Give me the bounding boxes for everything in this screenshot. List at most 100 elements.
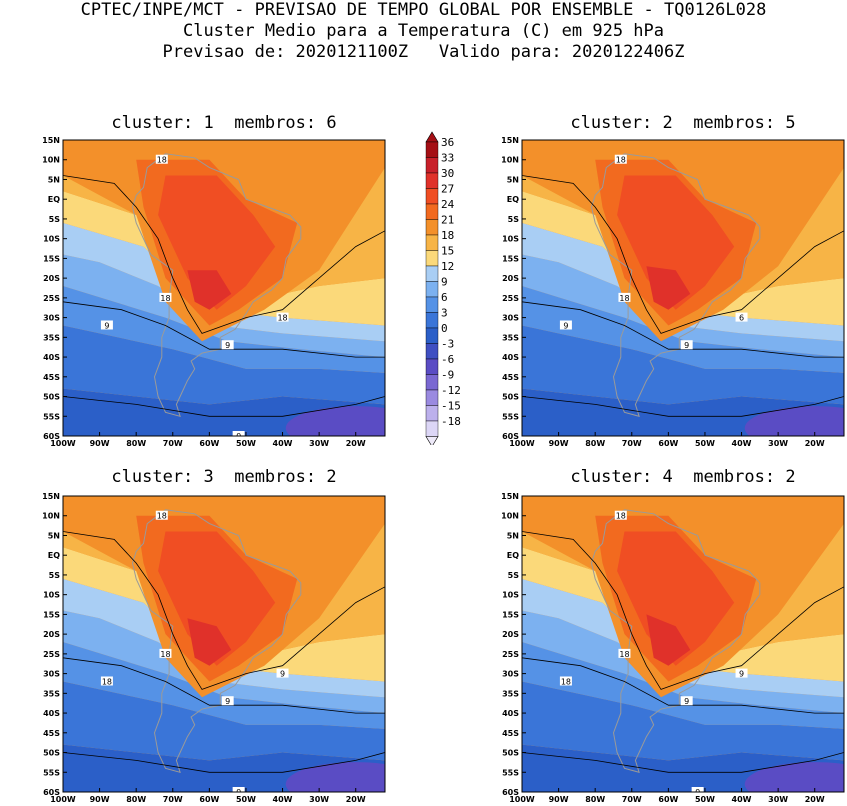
lat-tick-label: 20S [502, 274, 519, 283]
contour-label: 9 [280, 670, 285, 679]
lat-tick-label: 25S [43, 294, 60, 303]
contour-line [522, 301, 844, 358]
map-frame [62, 495, 386, 793]
colorbar-swatch [425, 312, 439, 329]
colorbar-swatch [425, 374, 439, 391]
contour-label: 9 [739, 670, 744, 679]
map-panel-3: 18 18 18 9 9 0 15N 10N 5N EQ 5S 10S 15S 20S 25S 30S 35S 4… [42, 492, 386, 804]
lon-tick-label: 60W [199, 795, 219, 804]
temperature-band [522, 578, 844, 698]
temperature-band [522, 547, 844, 682]
lat-tick-label: 50S [43, 393, 60, 402]
lat-tick-label: 15S [43, 610, 60, 619]
lon-tick-label: 50W [695, 795, 715, 804]
lon-tick-label: 50W [236, 439, 256, 448]
map-frame [62, 139, 386, 437]
lat-tick-label: 15N [501, 492, 519, 501]
temperature-band [63, 222, 385, 342]
lon-tick-label: 100W [509, 439, 535, 448]
temperature-band [522, 222, 844, 342]
colorbar-swatch [425, 219, 439, 236]
lat-tick-label: 5S [508, 215, 520, 224]
temperature-band [63, 254, 385, 358]
temperature-band [63, 547, 385, 682]
lat-tick-label: 30S [502, 670, 519, 679]
colorbar-level-label: -18 [441, 415, 461, 428]
temperature-band [646, 266, 691, 310]
lat-tick-label: 35S [502, 333, 519, 342]
temperature-band [63, 191, 385, 326]
lat-tick-label: 40S [43, 709, 60, 718]
lat-tick-label: 45S [43, 373, 60, 382]
lat-tick-label: 60S [43, 788, 60, 797]
colorbar-swatch [425, 420, 439, 437]
lon-tick-label: 30W [309, 439, 329, 448]
contour-label: 9 [684, 697, 689, 706]
colorbar-swatch [425, 141, 439, 158]
lat-tick-label: 30S [43, 314, 60, 323]
contour-label-box [221, 340, 234, 350]
contour-label-box [276, 312, 289, 322]
lon-tick-label: 90W [90, 795, 110, 804]
panel-2-title: cluster: 2 membros: 5 [570, 113, 796, 133]
colorbar-level-label: -3 [441, 338, 454, 351]
lat-tick-label: 50S [502, 393, 519, 402]
lat-tick-label: 35S [43, 689, 60, 698]
contour-label: 18 [160, 650, 170, 659]
colorbar-level-label: 36 [441, 136, 454, 149]
colorbar-swatch [425, 250, 439, 267]
temperature-field: 18 18 9 9 6 [522, 140, 844, 436]
colorbar-level-label: 24 [441, 198, 455, 211]
lon-tick-label: 20W [805, 795, 825, 804]
contour-label-box [155, 154, 168, 164]
contour-label: 9 [104, 321, 109, 330]
lat-tick-label: 15S [502, 610, 519, 619]
lon-tick-label: 90W [549, 795, 569, 804]
lat-tick-label: 25S [43, 650, 60, 659]
contour-label-box [680, 340, 693, 350]
lat-tick-label: 40S [502, 353, 519, 362]
lon-tick-label: 80W [585, 795, 605, 804]
lon-tick-label: 90W [90, 439, 110, 448]
temperature-band [617, 531, 735, 666]
contour-line [63, 657, 385, 714]
colorbar-swatch [425, 281, 439, 298]
contour-line [522, 396, 844, 417]
lat-tick-label: 20S [43, 630, 60, 639]
contour-label: 18 [616, 156, 626, 165]
temperature-band [522, 191, 844, 326]
contour-label-box [618, 292, 631, 302]
contour-label: 9 [684, 341, 689, 350]
colorbar-level-label: 18 [441, 229, 454, 242]
colorbar-level-label: 15 [441, 245, 454, 258]
temperature-band [187, 270, 232, 310]
colorbar-swatch [425, 203, 439, 220]
contour-label-box [232, 787, 245, 792]
lat-tick-label: 45S [502, 373, 519, 382]
lat-tick-label: 5S [508, 571, 520, 580]
coastline [131, 509, 302, 774]
lon-tick-label: 30W [309, 795, 329, 804]
contour-line [63, 301, 385, 358]
contour-label: 0 [695, 788, 700, 797]
contour-label: 9 [563, 321, 568, 330]
lat-tick-label: 10S [502, 591, 519, 600]
temperature-band [63, 610, 385, 714]
temperature-band [63, 681, 385, 761]
temperature-band [63, 578, 385, 698]
temperature-band [522, 254, 844, 358]
temperature-band [158, 531, 276, 666]
contour-label-box [276, 668, 289, 678]
lat-tick-label: 5N [48, 175, 60, 184]
contour-label-box [221, 696, 234, 706]
lat-tick-label: 40S [43, 353, 60, 362]
lat-tick-label: EQ [48, 551, 60, 560]
lat-tick-label: 45S [43, 729, 60, 738]
lat-tick-label: 15S [43, 254, 60, 263]
lat-tick-label: 60S [502, 788, 519, 797]
lat-tick-label: 60S [502, 432, 519, 441]
contour-label: 18 [157, 512, 167, 521]
contour-label-box [691, 787, 704, 792]
map-panel-4: 18 18 18 9 9 0 15N 10N 5N EQ 5S 10S 15S 20S 25S 30S 35S 4… [501, 492, 845, 804]
